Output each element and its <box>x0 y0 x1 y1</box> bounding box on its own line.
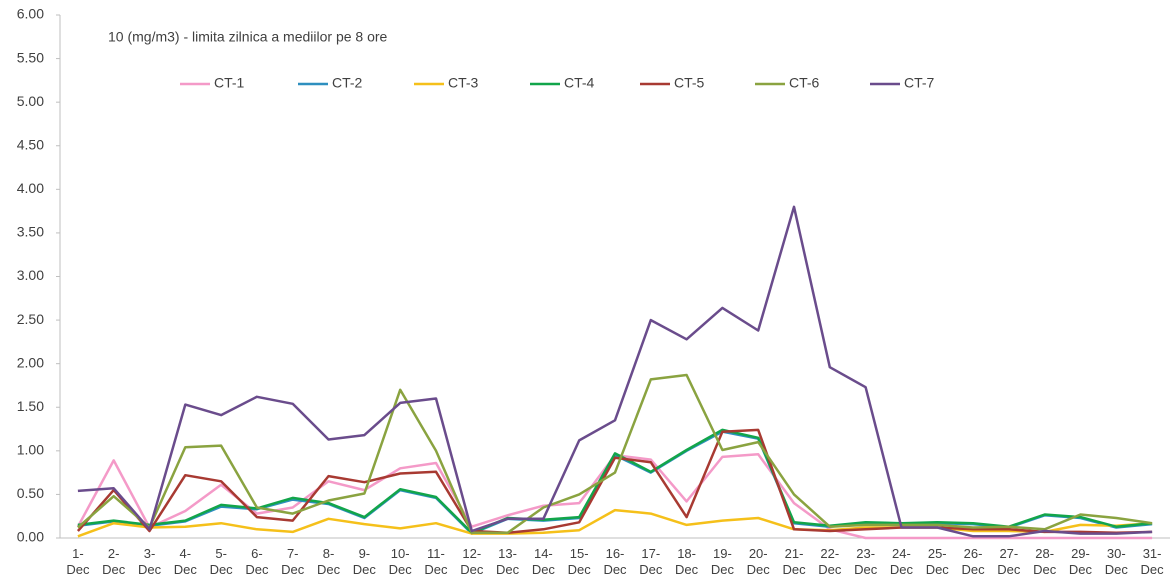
y-tick-label: 5.50 <box>17 49 44 65</box>
x-tick-label: 9- Dec <box>352 546 376 577</box>
x-tick-label: 27- Dec <box>997 546 1021 577</box>
legend-label: CT-2 <box>332 75 363 91</box>
y-tick-label: 2.50 <box>17 311 44 327</box>
x-tick-label: 17- Dec <box>639 546 663 577</box>
x-tick-label: 24- Dec <box>889 546 913 577</box>
series-line <box>77 373 1153 535</box>
y-tick-label: 6.00 <box>17 6 44 22</box>
legend-label: CT-1 <box>214 75 245 91</box>
x-tick-label: 15- Dec <box>567 546 591 577</box>
y-tick-label: 4.00 <box>17 180 44 196</box>
y-tick-label: 5.00 <box>17 93 44 109</box>
x-tick-label: 1- Dec <box>66 546 90 577</box>
x-tick-label: 13- Dec <box>496 546 520 577</box>
x-tick-label: 26- Dec <box>961 546 985 577</box>
y-tick-label: 0.00 <box>17 529 44 545</box>
x-tick-label: 10- Dec <box>388 546 412 577</box>
series-line <box>77 428 1153 535</box>
legend-label: CT-7 <box>904 75 935 91</box>
y-tick-label: 3.00 <box>17 267 44 283</box>
y-tick-label: 2.00 <box>17 354 44 370</box>
x-tick-label: 11- Dec <box>424 546 448 577</box>
series-line <box>77 508 1153 538</box>
x-tick-label: 22- Dec <box>818 546 842 577</box>
x-tick-label: 21- Dec <box>782 546 806 577</box>
series-line <box>76 428 1153 535</box>
series-line <box>77 205 1153 538</box>
x-tick-label: 7- Dec <box>281 546 305 577</box>
x-tick-label: 14- Dec <box>531 546 555 577</box>
x-tick-label: 19- Dec <box>710 546 734 577</box>
legend-label: CT-3 <box>448 75 479 91</box>
x-tick-label: 20- Dec <box>746 546 770 577</box>
x-tick-label: 28- Dec <box>1033 546 1057 577</box>
annotation: 10 (mg/m3) - limita zilnica a mediilor p… <box>108 29 388 45</box>
y-tick-label: 4.50 <box>17 136 44 152</box>
x-tick-label: 16- Dec <box>603 546 627 577</box>
x-tick-label: 31- Dec <box>1140 546 1164 577</box>
x-tick-label: 2- Dec <box>102 546 126 577</box>
y-tick-label: 1.00 <box>17 442 44 458</box>
x-tick-label: 6- Dec <box>245 546 269 577</box>
x-tick-label: 12- Dec <box>460 546 484 577</box>
legend-label: CT-5 <box>674 75 705 91</box>
x-tick-label: 29- Dec <box>1068 546 1093 577</box>
x-tick-label: 30- Dec <box>1104 546 1128 577</box>
y-tick-label: 3.50 <box>17 224 44 240</box>
x-tick-label: 18- Dec <box>675 546 699 577</box>
legend-label: CT-4 <box>564 75 595 91</box>
series-line <box>77 430 1153 535</box>
x-tick-label: 8- Dec <box>316 546 341 577</box>
y-tick-label: 0.50 <box>17 485 44 501</box>
y-tick-label: 1.50 <box>17 398 44 414</box>
x-tick-label: 4- Dec <box>173 546 197 577</box>
x-tick-label: 3- Dec <box>137 546 162 577</box>
x-tick-label: 25- Dec <box>925 546 949 577</box>
x-tick-label: 5- Dec <box>209 546 233 577</box>
x-tick-label: 23- Dec <box>854 546 878 577</box>
legend-label: CT-6 <box>789 75 820 91</box>
